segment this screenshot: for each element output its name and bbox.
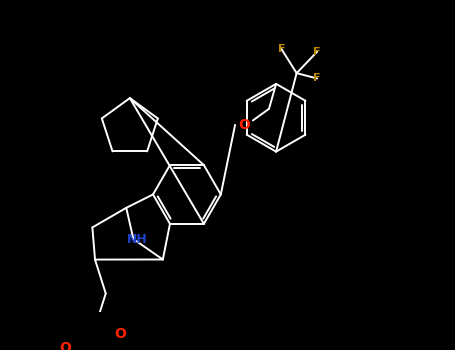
Text: F: F: [313, 74, 321, 84]
Text: NH: NH: [126, 232, 147, 246]
Text: F: F: [278, 44, 285, 54]
Text: O: O: [60, 341, 71, 350]
Text: O: O: [114, 328, 126, 342]
Text: F: F: [313, 47, 321, 57]
Text: O: O: [238, 118, 250, 132]
